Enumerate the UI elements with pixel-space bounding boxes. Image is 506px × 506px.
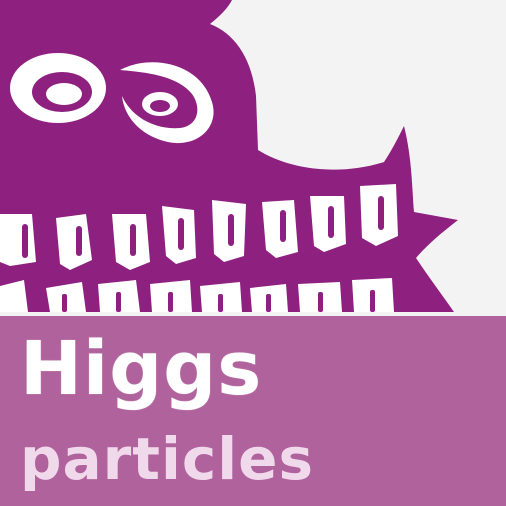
- caption-band: [0, 316, 506, 506]
- monster-gum-lines: [22, 196, 384, 258]
- caption-title: Higgs: [20, 326, 263, 412]
- monster-lower-seams: [62, 290, 375, 312]
- monster-right-pupil-core: [150, 100, 170, 112]
- caption-subtitle: particles: [20, 425, 314, 493]
- monster-right-eye: [120, 62, 214, 144]
- monster-left-pupil-core: [46, 83, 82, 105]
